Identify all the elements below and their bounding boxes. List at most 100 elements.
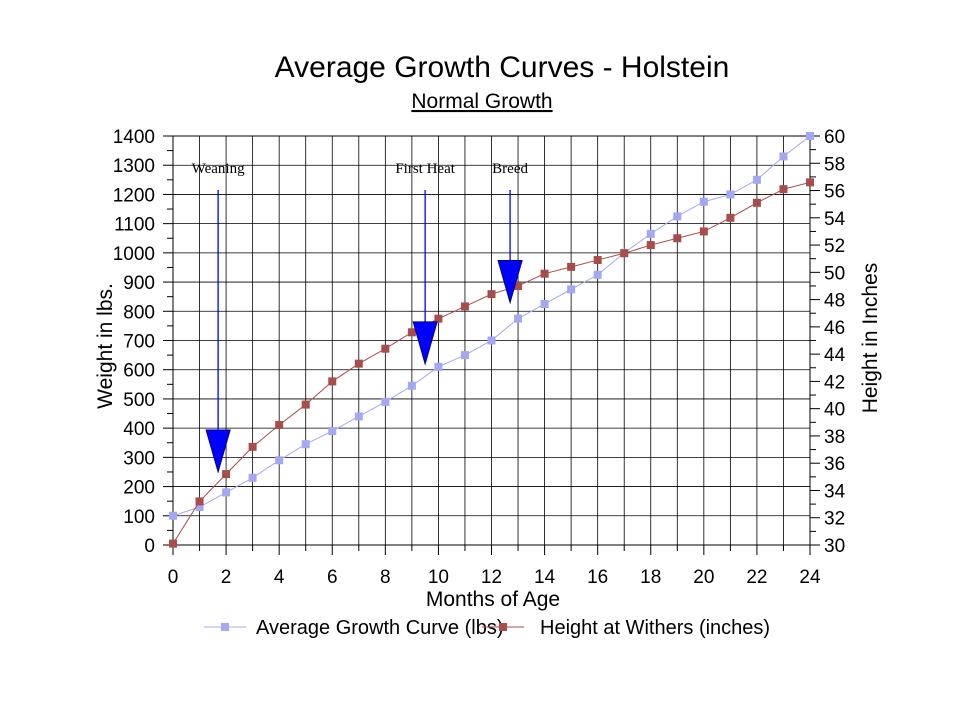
legend-swatch-marker-2 <box>499 623 507 631</box>
series-1-point <box>301 440 310 449</box>
x-tick-label: 20 <box>693 567 714 588</box>
series-2-point <box>275 421 284 430</box>
series-2-point <box>487 290 496 299</box>
series-2-point <box>381 344 390 353</box>
y-tick-label: 1200 <box>113 185 155 206</box>
series-2-point <box>593 256 602 265</box>
y2-tick-label: 42 <box>824 372 845 393</box>
annotation-arrow-icon <box>205 429 231 474</box>
series-1-point <box>593 270 602 279</box>
y-tick-label: 900 <box>123 273 155 294</box>
series-1-point <box>779 152 788 161</box>
y-tick-label: 700 <box>123 332 155 353</box>
series-2-point <box>699 227 708 236</box>
series-2-point <box>514 281 523 290</box>
series-2-point <box>222 470 231 479</box>
series-2-point <box>567 262 576 271</box>
x-tick-label: 16 <box>587 567 608 588</box>
y-tick-label: 400 <box>123 419 155 440</box>
series-1-point <box>222 488 231 497</box>
x-tick-label: 4 <box>274 567 285 588</box>
annotation-label: Breed <box>492 161 528 177</box>
y2-tick-label: 34 <box>824 481 846 502</box>
series-1-point <box>487 336 496 345</box>
series-2-point <box>434 314 443 323</box>
legend-swatch-marker-1 <box>221 623 229 631</box>
series-1-point <box>460 351 469 360</box>
y-tick-label: 0 <box>144 536 155 557</box>
y2-axis-label: Height in Inches <box>859 263 882 414</box>
y-axis-label: Weight in lbs. <box>94 283 117 409</box>
series-2-point <box>673 234 682 243</box>
y2-tick-label: 40 <box>824 400 845 421</box>
x-tick-label: 14 <box>534 567 556 588</box>
series-2-point <box>301 400 310 409</box>
series-1-point <box>169 511 177 520</box>
y-tick-label: 1100 <box>114 215 155 236</box>
y2-tick-label: 56 <box>824 182 845 203</box>
y2-tick-label: 54 <box>824 209 846 230</box>
legend-label-2: Height at Withers (inches) <box>540 617 770 639</box>
annotations: Weaning First Heat Breed <box>192 161 528 474</box>
series-1-point <box>540 299 549 308</box>
series-2-point <box>752 198 761 207</box>
y2-tick-label: 46 <box>824 318 845 339</box>
chart-subtitle: Normal Growth <box>411 90 552 113</box>
y2-tick-label: 32 <box>824 509 845 530</box>
series-1-point <box>248 473 257 482</box>
y2-tick-label: 52 <box>824 236 845 257</box>
chart-title: Average Growth Curves - Holstein <box>275 51 730 84</box>
x-axis-label: Months of Age <box>426 588 560 611</box>
series-1-point <box>726 190 735 199</box>
legend-label-1: Average Growth Curve (lbs) <box>256 617 504 639</box>
series-1-point <box>567 285 576 294</box>
annotation-label: First Heat <box>395 161 455 177</box>
series-2-point <box>407 328 416 337</box>
x-tick-label: 0 <box>168 567 179 588</box>
y-tick-label: 800 <box>123 302 155 323</box>
series-2-point <box>328 377 337 386</box>
x-tick-label: 10 <box>428 567 449 588</box>
series-2-point <box>169 539 177 548</box>
series-1-point <box>673 212 682 221</box>
series-1-point <box>354 412 363 421</box>
y2-tick-label: 58 <box>824 154 845 175</box>
x-tick-label: 6 <box>327 567 338 588</box>
x-tick-label: 2 <box>221 567 232 588</box>
y2-tick-label: 50 <box>824 263 845 284</box>
series-layer <box>169 132 814 548</box>
series-2-point <box>779 185 788 194</box>
y-tick-label: 1000 <box>113 244 155 265</box>
annotation-arrow-icon <box>412 321 438 366</box>
series-2-point <box>460 302 469 311</box>
x-tick-label: 18 <box>640 567 661 588</box>
series-1-point <box>514 314 523 323</box>
series-1-point <box>806 132 814 140</box>
series-1-point <box>328 427 337 436</box>
y-tick-label: 100 <box>123 507 155 528</box>
series-1-point <box>752 175 761 184</box>
tick-labels: 0100200300400500600700800900100011001200… <box>113 127 846 588</box>
series-2-point <box>354 359 363 368</box>
series-2-point <box>646 241 655 250</box>
series-2-point <box>806 178 814 187</box>
x-tick-label: 24 <box>799 567 821 588</box>
series-2-point <box>195 497 204 506</box>
series-2-point <box>620 249 629 258</box>
series-2-point <box>248 442 257 451</box>
series-1-point <box>195 503 204 512</box>
y2-tick-label: 48 <box>824 291 845 312</box>
y-tick-label: 600 <box>123 361 155 382</box>
series-1-point <box>381 397 390 406</box>
series-1-point <box>275 456 284 465</box>
series-2-point <box>540 269 549 278</box>
y2-tick-label: 30 <box>824 536 845 557</box>
y-tick-label: 200 <box>123 478 155 499</box>
y-tick-label: 1400 <box>113 127 155 148</box>
legend: Average Growth Curve (lbs) Height at With… <box>204 617 770 639</box>
series-1-point <box>646 229 655 238</box>
y-tick-label: 1300 <box>113 156 155 177</box>
y2-tick-label: 38 <box>824 427 845 448</box>
y2-tick-label: 36 <box>824 454 845 475</box>
y-tick-label: 300 <box>123 448 155 469</box>
